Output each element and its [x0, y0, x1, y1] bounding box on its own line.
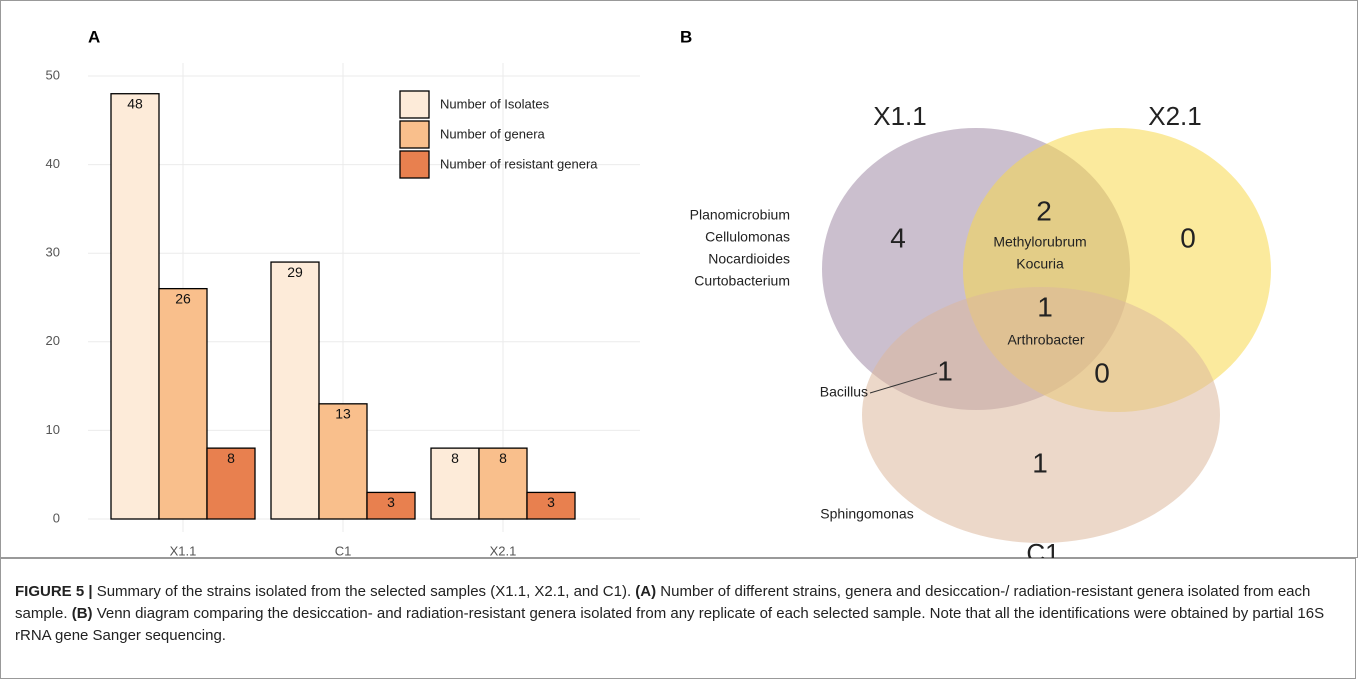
region-count: 1 [1037, 291, 1053, 322]
x-tick-label: X1.1 [170, 543, 197, 558]
genus-label: Kocuria [1016, 256, 1064, 272]
y-tick-label: 20 [46, 333, 60, 348]
y-tick-label: 40 [46, 156, 60, 171]
genus-label: Curtobacterium [694, 273, 790, 289]
genus-label: Planomicrobium [690, 207, 790, 223]
bar [526, 491, 576, 520]
legend-swatch [399, 150, 430, 179]
region-count: 4 [890, 222, 906, 253]
caption-text: (B) [71, 605, 93, 622]
y-tick-label: 30 [46, 245, 60, 260]
bar [366, 491, 416, 520]
bar [158, 287, 208, 520]
value-label: 8 [451, 450, 459, 466]
caption-text: Number of different strains, genera and … [15, 583, 1311, 622]
bar [478, 447, 528, 520]
leader-line [869, 372, 938, 394]
legend-label: Number of Isolates [440, 96, 550, 111]
region-count: 1 [937, 355, 953, 386]
region-count: 2 [1036, 195, 1052, 226]
caption: FIGURE 5 | Summary of the strains isolat… [0, 558, 1356, 679]
value-label: 8 [499, 450, 507, 466]
caption-text: Venn diagram comparing the desiccation- … [15, 605, 1325, 644]
bar [270, 261, 320, 520]
panel-label: B [680, 27, 692, 46]
legend-swatch [399, 90, 430, 119]
value-label: 3 [387, 494, 395, 510]
region-count: 0 [1180, 222, 1196, 253]
caption-text: Summary of the strains isolated from the… [92, 583, 636, 600]
region-count: 1 [1032, 447, 1048, 478]
caption-text: (A) [635, 583, 657, 600]
value-label: 48 [127, 95, 143, 111]
bar [318, 403, 368, 520]
x-tick-label: X2.1 [490, 543, 517, 558]
genus-label: Methylorubrum [993, 234, 1086, 250]
value-label: 26 [175, 290, 191, 306]
value-label: 8 [227, 450, 235, 466]
legend-swatch [399, 120, 430, 149]
value-label: 29 [287, 264, 303, 280]
y-tick-label: 50 [46, 67, 60, 82]
bar [110, 93, 160, 520]
legend-label: Number of resistant genera [440, 156, 598, 171]
x-tick-label: C1 [335, 543, 352, 558]
region-count: 0 [1094, 357, 1110, 388]
panel-label: A [88, 27, 100, 46]
genus-label: Bacillus [820, 384, 868, 400]
genus-label: Nocardioides [708, 251, 790, 267]
bar [206, 447, 256, 520]
bar [430, 447, 480, 520]
set-label: C1 [1026, 538, 1059, 558]
genus-label: Cellulomonas [705, 229, 790, 245]
set-label: X2.1 [1148, 101, 1202, 131]
venn-set [862, 287, 1220, 543]
genus-label: Arthrobacter [1007, 332, 1084, 348]
y-tick-label: 0 [53, 510, 60, 525]
value-label: 13 [335, 406, 351, 422]
set-label: X1.1 [873, 101, 927, 131]
y-tick-label: 10 [46, 422, 60, 437]
caption-text: FIGURE 5 | [15, 583, 93, 600]
legend-label: Number of genera [440, 126, 546, 141]
value-label: 3 [547, 494, 555, 510]
genus-label: Sphingomonas [820, 506, 913, 522]
